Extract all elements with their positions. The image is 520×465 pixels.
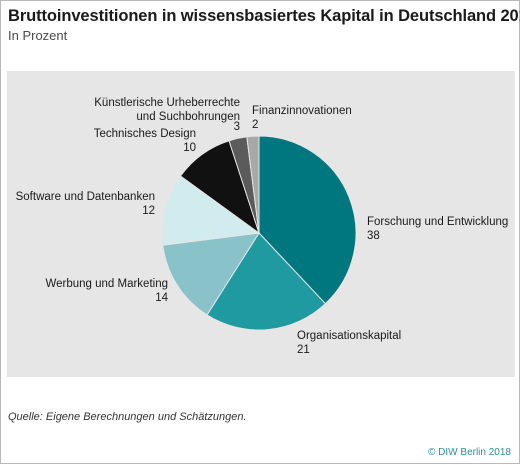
- value-forschung: 38: [367, 230, 380, 242]
- value-werbung: 14: [155, 292, 168, 304]
- source-note: Quelle: Eigene Berechnungen und Schätzun…: [8, 411, 247, 423]
- value-organisationskapital: 21: [297, 344, 310, 356]
- value-finanzinnovationen: 2: [252, 119, 258, 131]
- label-kuenstlerische-line1: Künstlerische Urheberrechte: [94, 97, 240, 109]
- label-kuenstlerische-line2: und Suchbohrungen: [136, 111, 240, 123]
- pie-slice-1: [206, 232, 327, 331]
- pie-slice-3: [161, 175, 261, 246]
- chart-title: Bruttoinvestitionen in wissensbasiertes …: [8, 7, 520, 25]
- chart-subtitle: In Prozent: [8, 28, 68, 43]
- label-software: Software und Datenbanken: [16, 191, 155, 203]
- copyright: © DIW Berlin 2018: [428, 447, 511, 458]
- label-finanzinnovationen: Finanzinnovationen: [252, 105, 352, 117]
- value-kuenstlerische: 3: [234, 121, 240, 133]
- label-organisationskapital: Organisationskapital: [297, 330, 401, 342]
- pie-slice-0: [258, 135, 357, 305]
- label-forschung: Forschung und Entwicklung: [367, 216, 508, 228]
- pie-slice-6: [246, 135, 260, 234]
- pie-slices: [161, 135, 357, 331]
- value-technisches-design: 10: [183, 142, 196, 154]
- pie-slice-2: [162, 232, 260, 316]
- label-technisches-design: Technisches Design: [94, 128, 196, 140]
- label-werbung: Werbung und Marketing: [45, 278, 168, 290]
- value-software: 12: [142, 205, 155, 217]
